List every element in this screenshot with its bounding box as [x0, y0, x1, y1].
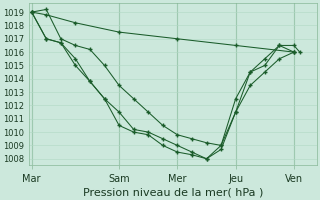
X-axis label: Pression niveau de la mer( hPa ): Pression niveau de la mer( hPa )	[83, 187, 263, 197]
